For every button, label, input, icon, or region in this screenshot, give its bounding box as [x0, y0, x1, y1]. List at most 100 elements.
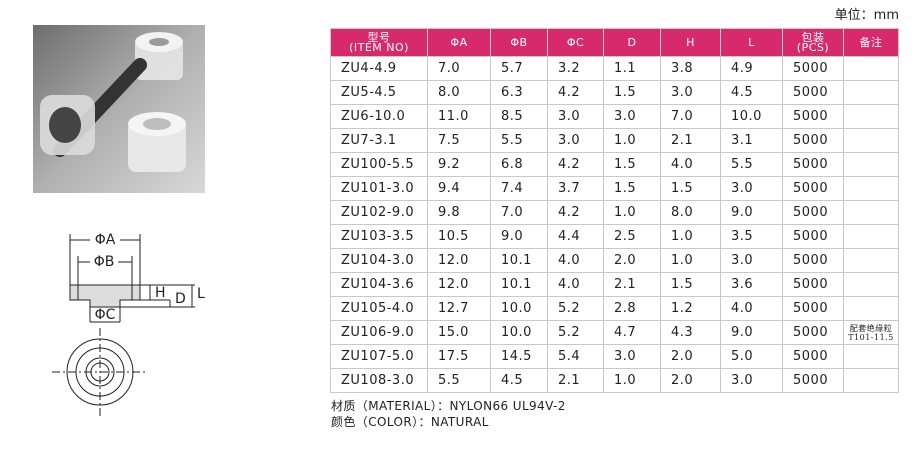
- table-cell: 4.2: [547, 80, 604, 105]
- table-cell: 1.0: [660, 248, 721, 273]
- table-cell: ZU4-4.9: [330, 56, 428, 81]
- table-cell: 1.5: [603, 152, 661, 177]
- table-cell: ZU108-3.0: [330, 368, 428, 393]
- table-cell: 3.2: [547, 56, 604, 81]
- table-cell: 8.0: [427, 80, 491, 105]
- table-cell: 4.5: [720, 80, 783, 105]
- table-cell: 9.8: [427, 200, 491, 225]
- table-cell: 5000: [782, 128, 844, 153]
- table-row: ZU4-4.9 7.0 5.7 3.2 1.1 3.8 4.9 5000: [330, 56, 899, 81]
- table-cell: ZU105-4.0: [330, 296, 428, 321]
- table-cell: ZU103-3.5: [330, 224, 428, 249]
- table-cell: ZU100-5.5: [330, 152, 428, 177]
- table-row: ZU106-9.0 15.0 10.0 5.2 4.7 4.3 9.0 5000 配套绝缘粒 T1…: [330, 320, 899, 345]
- table-cell: 8.0: [660, 200, 721, 225]
- table-cell: 3.1: [720, 128, 783, 153]
- unit-label: 单位：mm: [834, 8, 899, 23]
- illustration: ΦA ΦB H D L ΦC: [33, 25, 205, 418]
- table-row: ZU104-3.0 12.0 10.1 4.0 2.0 1.0 3.0 5000: [330, 248, 899, 273]
- table-cell: 1.5: [603, 176, 661, 201]
- remark-cell: [843, 368, 899, 393]
- table-cell: 5.7: [490, 56, 548, 81]
- table-cell: ZU106-9.0: [330, 320, 428, 345]
- table-cell: 2.5: [603, 224, 661, 249]
- remark-cell: [843, 152, 899, 177]
- table-cell: 7.4: [490, 176, 548, 201]
- header-cell: L: [720, 28, 783, 57]
- table-row: ZU104-3.6 12.0 10.1 4.0 2.1 1.5 3.6 5000: [330, 272, 899, 297]
- remark-cell: [843, 344, 899, 369]
- table-cell: ZU101-3.0: [330, 176, 428, 201]
- table-cell: 3.0: [547, 104, 604, 129]
- table-cell: 15.0: [427, 320, 491, 345]
- table-cell: 5000: [782, 80, 844, 105]
- header-cell: D: [603, 28, 661, 57]
- table-cell: 1.0: [603, 368, 661, 393]
- table-cell: 6.3: [490, 80, 548, 105]
- table-cell: 1.0: [660, 224, 721, 249]
- table-cell: 9.0: [720, 200, 783, 225]
- table-cell: 7.0: [427, 56, 491, 81]
- table-cell: 4.0: [720, 296, 783, 321]
- remark-cell: [843, 224, 899, 249]
- table-cell: 4.9: [720, 56, 783, 81]
- table-cell: 7.5: [427, 128, 491, 153]
- remark-cell: [843, 248, 899, 273]
- table-cell: 4.0: [547, 272, 604, 297]
- remark-cell: [843, 176, 899, 201]
- table-cell: 4.7: [603, 320, 661, 345]
- header-cell: H: [660, 28, 721, 57]
- table-cell: 1.0: [603, 200, 661, 225]
- note-line: 颜色（COLOR）：NATURAL: [331, 415, 489, 429]
- dim-label: H: [155, 285, 166, 301]
- table-row: ZU103-3.5 10.5 9.0 4.4 2.5 1.0 3.5 5000: [330, 224, 899, 249]
- table-row: ZU102-9.0 9.8 7.0 4.2 1.0 8.0 9.0 5000: [330, 200, 899, 225]
- table-row: ZU7-3.1 7.5 5.5 3.0 1.0 2.1 3.1 5000: [330, 128, 899, 153]
- table-cell: 12.0: [427, 272, 491, 297]
- dim-label: ΦB: [94, 254, 115, 270]
- table-cell: 3.0: [603, 104, 661, 129]
- cell-line: 型号: [367, 30, 391, 44]
- table-cell: 5.4: [547, 344, 604, 369]
- table-cell: 5.2: [547, 320, 604, 345]
- note-line: 材质（MATERIAL）：NYLON66 UL94V-2: [331, 399, 566, 413]
- table-cell: 14.5: [490, 344, 548, 369]
- cell-line: (PCS): [796, 40, 830, 54]
- spec-table: 型号 (ITEM NO) ΦA ΦB ΦC D H L 包装 (PCS) 备注 ZU4-4.9 7.0…: [330, 28, 899, 393]
- header-cell: 型号 (ITEM NO): [330, 28, 428, 57]
- header-cell: ΦB: [490, 28, 548, 57]
- table-cell: 4.2: [547, 152, 604, 177]
- table-cell: ZU104-3.6: [330, 272, 428, 297]
- remark-cell: [843, 296, 899, 321]
- table-row: ZU101-3.0 9.4 7.4 3.7 1.5 1.5 3.0 5000: [330, 176, 899, 201]
- table-cell: 5000: [782, 248, 844, 273]
- table-cell: 5000: [782, 296, 844, 321]
- remark-cell: 配套绝缘粒 T101-11.5: [843, 320, 899, 345]
- table-cell: 4.3: [660, 320, 721, 345]
- table-cell: 11.0: [427, 104, 491, 129]
- table-cell: 5000: [782, 368, 844, 393]
- table-cell: 1.5: [603, 80, 661, 105]
- table-cell: ZU7-3.1: [330, 128, 428, 153]
- table-cell: 3.8: [660, 56, 721, 81]
- table-cell: 4.4: [547, 224, 604, 249]
- table-cell: ZU107-5.0: [330, 344, 428, 369]
- remark-cell: [843, 272, 899, 297]
- table-cell: 3.0: [720, 176, 783, 201]
- table-cell: 9.2: [427, 152, 491, 177]
- table-cell: 5000: [782, 272, 844, 297]
- table-cell: 4.0: [547, 248, 604, 273]
- cell-line: 包装: [801, 30, 825, 44]
- table-cell: 5.5: [427, 368, 491, 393]
- notes: 材质（MATERIAL）：NYLON66 UL94V-2 颜色（COLOR）：NA…: [331, 398, 566, 430]
- table-cell: 7.0: [490, 200, 548, 225]
- table-cell: 9.0: [490, 224, 548, 249]
- table-cell: 17.5: [427, 344, 491, 369]
- table-cell: 3.6: [720, 272, 783, 297]
- table-cell: 6.8: [490, 152, 548, 177]
- table-cell: 10.5: [427, 224, 491, 249]
- dim-label: D: [175, 291, 186, 307]
- table-cell: 5000: [782, 176, 844, 201]
- table-cell: 5.5: [490, 128, 548, 153]
